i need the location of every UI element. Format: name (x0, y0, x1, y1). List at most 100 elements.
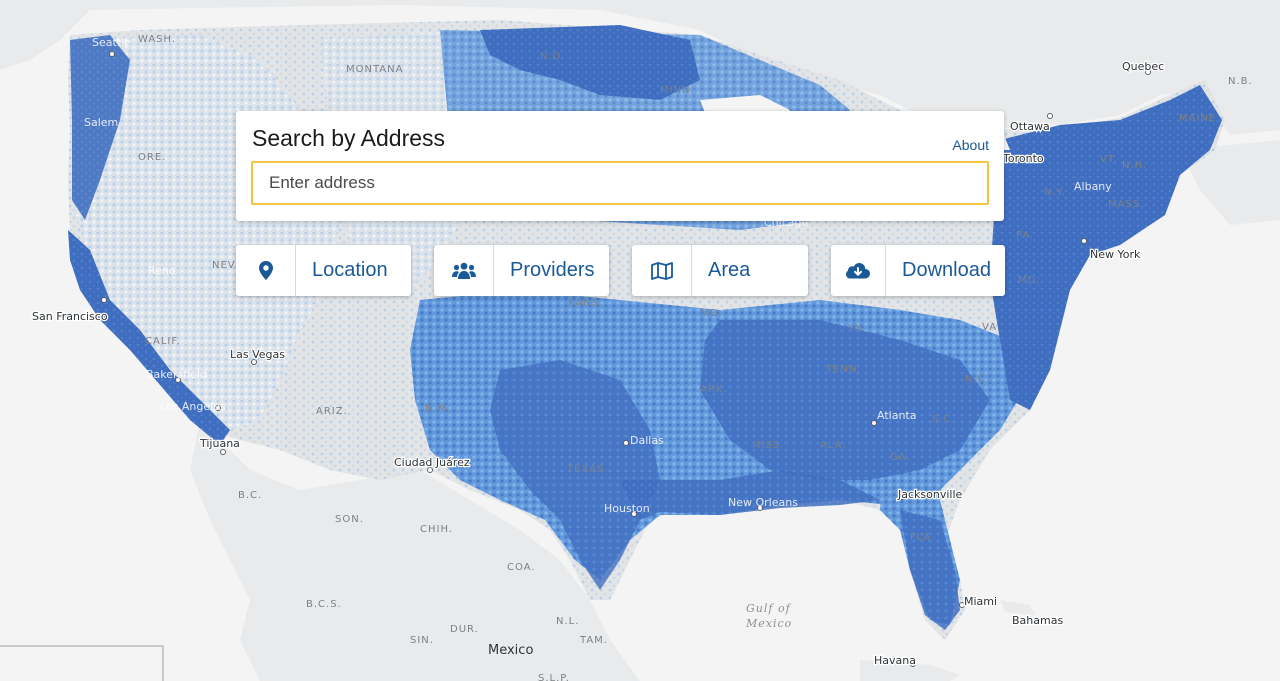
svg-text:Reno: Reno (148, 264, 176, 277)
svg-text:Seattle: Seattle (92, 36, 131, 49)
svg-text:N.C.: N.C. (965, 374, 990, 385)
svg-text:ARIZ.: ARIZ. (316, 406, 348, 417)
svg-text:Mexico: Mexico (488, 643, 533, 658)
water-labels: Gulf of Mexico (745, 602, 792, 630)
svg-text:N.D.: N.D. (540, 51, 566, 62)
coverage-dark-gulfcoast (620, 470, 880, 520)
svg-text:N.M.: N.M. (425, 403, 451, 414)
svg-text:S.C.: S.C. (932, 414, 956, 425)
svg-text:Houston: Houston (604, 502, 650, 515)
canada-land (0, 0, 1280, 135)
coverage-dark-florida (900, 510, 960, 630)
map-icon (650, 261, 673, 280)
coverage-dark-southeast (700, 320, 990, 480)
address-search-input[interactable] (251, 161, 989, 205)
svg-text:COA.: COA. (507, 562, 536, 573)
search-title: Search by Address (252, 125, 446, 151)
city-dots (101, 51, 1151, 667)
coverage-dark-northeast (990, 85, 1222, 410)
providers-label: Providers (510, 259, 595, 281)
svg-text:FLA.: FLA. (910, 532, 935, 543)
coverage-dark-dakotas (480, 25, 700, 100)
svg-text:VA.: VA. (982, 322, 1001, 333)
location-label: Location (312, 259, 388, 281)
location-button[interactable]: Location (236, 245, 411, 296)
svg-text:ORE.: ORE. (138, 152, 166, 163)
about-link[interactable]: About (952, 137, 989, 153)
bahamas-land (1000, 600, 1035, 615)
svg-text:TEXAS: TEXAS (566, 464, 604, 475)
download-icon-cell (831, 245, 886, 296)
svg-text:New York: New York (1090, 248, 1141, 261)
svg-text:Tijuana: Tijuana (199, 437, 240, 450)
providers-icon-cell (434, 245, 494, 296)
region-labels: B.C. SON. CHIH. COA. B.C.S. DUR. SIN. N.… (238, 76, 1253, 681)
svg-text:Toronto: Toronto (1002, 152, 1044, 165)
svg-text:MD.: MD. (1018, 275, 1041, 286)
svg-text:SIN.: SIN. (410, 635, 434, 646)
svg-text:Jacksonville: Jacksonville (897, 488, 963, 501)
country-labels: Mexico Bahamas (488, 613, 1065, 658)
area-icon-cell (632, 245, 692, 296)
svg-text:Ottawa: Ottawa (1010, 120, 1050, 133)
inset-frame (0, 645, 164, 681)
svg-text:Gulf of: Gulf of (746, 602, 792, 615)
svg-text:Ciudad Juárez: Ciudad Juárez (394, 456, 470, 469)
svg-text:ARK.: ARK. (700, 384, 728, 395)
download-label: Download (902, 259, 991, 281)
svg-text:MO.: MO. (700, 308, 722, 319)
svg-text:Albany: Albany (1074, 180, 1112, 193)
svg-text:N.B.: N.B. (1228, 76, 1253, 87)
cloud-download-icon (846, 263, 870, 279)
svg-text:Dallas: Dallas (630, 434, 664, 447)
svg-text:Salem: Salem (84, 116, 118, 129)
svg-text:PA.: PA. (1016, 230, 1034, 241)
area-label: Area (708, 259, 751, 281)
svg-text:N.Y.: N.Y. (1044, 187, 1066, 198)
svg-text:Los Angeles: Los Angeles (160, 400, 226, 413)
svg-text:Atlanta: Atlanta (877, 409, 916, 422)
svg-text:KANS.: KANS. (568, 298, 603, 309)
svg-text:GA.: GA. (890, 452, 911, 463)
providers-button[interactable]: Providers (434, 245, 609, 296)
svg-text:Miami: Miami (964, 595, 997, 608)
svg-text:TAM.: TAM. (579, 635, 608, 646)
svg-text:DUR.: DUR. (450, 624, 479, 635)
city-labels: Seattle Salem Reno San Francisco Las Veg… (31, 36, 1166, 668)
svg-text:VT.: VT. (1100, 154, 1118, 165)
svg-text:Bahamas: Bahamas (1012, 614, 1063, 627)
cuba-land (860, 660, 960, 681)
svg-text:MINN.: MINN. (660, 85, 695, 96)
coverage-dark-texas (490, 360, 660, 590)
svg-text:SON.: SON. (335, 514, 364, 525)
svg-text:MONTANA: MONTANA (346, 64, 403, 75)
svg-text:New Orleans: New Orleans (728, 496, 798, 509)
map-marker-icon (258, 261, 273, 280)
maritimes-land (1180, 140, 1280, 225)
svg-text:CHIH.: CHIH. (420, 524, 453, 535)
svg-text:NEV.: NEV. (212, 260, 239, 271)
search-panel: Search by Address About (236, 111, 1004, 221)
svg-text:Bakersfield: Bakersfield (146, 368, 207, 381)
svg-text:TENN.: TENN. (825, 364, 862, 375)
coverage-dark-california (68, 230, 230, 445)
state-labels: WASH. MONTANA N.D. MINN. ORE. NEV. CALIF… (138, 34, 1216, 543)
svg-text:MASS.: MASS. (1108, 199, 1144, 210)
coverage-dark-northwest (70, 35, 130, 220)
svg-text:B.C.S.: B.C.S. (306, 599, 342, 610)
svg-text:KY.: KY. (848, 323, 864, 334)
svg-text:Havana: Havana (874, 654, 916, 667)
download-button[interactable]: Download (831, 245, 1005, 296)
svg-text:Las Vegas: Las Vegas (230, 348, 285, 361)
svg-text:WASH.: WASH. (138, 34, 176, 45)
area-button[interactable]: Area (632, 245, 808, 296)
svg-text:ALA.: ALA. (820, 440, 847, 451)
svg-text:N.H.: N.H. (1122, 160, 1147, 171)
svg-text:N.L.: N.L. (556, 616, 579, 627)
svg-text:MAINE: MAINE (1179, 113, 1216, 124)
users-icon (451, 262, 476, 279)
svg-text:B.C.: B.C. (238, 490, 262, 501)
svg-text:Mexico: Mexico (745, 617, 792, 630)
